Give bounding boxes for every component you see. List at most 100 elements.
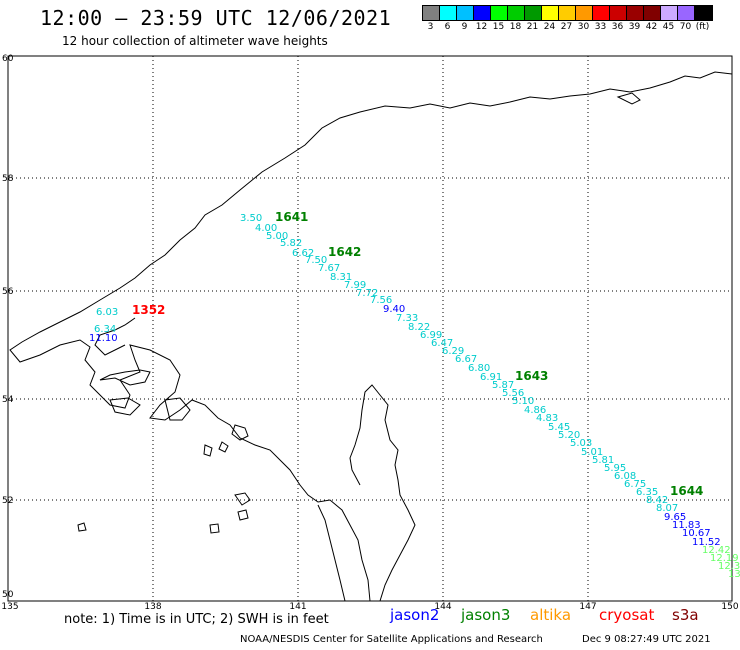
legend-swatch: [559, 6, 576, 20]
swh-value: 8.42: [646, 495, 668, 506]
swh-value: 10.67: [682, 528, 711, 539]
legend-label: 9: [461, 22, 468, 32]
swh-value: 12.42: [702, 545, 731, 556]
swh-value: 5.82: [280, 238, 302, 249]
lon-label: 144: [434, 602, 451, 612]
swh-value: 6.47: [431, 338, 453, 349]
swh-value: 11.52: [692, 537, 721, 548]
pass-label: 1643: [515, 369, 548, 383]
lat-label: 58: [2, 174, 14, 184]
swh-value: 7.72: [356, 288, 378, 299]
swh-value: 7.33: [396, 313, 418, 324]
latitude-labels: 60 58 56 54 52 50: [2, 54, 14, 600]
lat-label: 52: [2, 496, 13, 506]
lat-label: 50: [2, 590, 14, 600]
swh-value: 4.86: [524, 405, 546, 416]
legend-swatch: [508, 6, 525, 20]
legend-label: 15: [492, 22, 505, 32]
legend-label: 27: [560, 22, 573, 32]
lon-label: 141: [289, 602, 306, 612]
legend-label: 39: [628, 22, 641, 32]
swh-value: 6.91: [480, 372, 502, 383]
legend-label: 70: [679, 22, 692, 32]
swh-value: 5.03: [570, 438, 592, 449]
legend-swatch: [610, 6, 627, 20]
swh-value: 5.20: [558, 430, 580, 441]
legend-swatch: [593, 6, 610, 20]
lon-label: 138: [144, 602, 161, 612]
swh-value: 9.40: [383, 304, 405, 315]
legend-swatch: [440, 6, 457, 20]
swh-value: 6.80: [468, 363, 490, 374]
lat-label: 60: [2, 54, 14, 64]
coastline: [9, 71, 733, 602]
chart-title: 12:00 – 23:59 UTC 12/06/2021: [40, 6, 392, 30]
swh-value: 8.22: [408, 322, 430, 333]
mission-jason2: jason2: [390, 606, 440, 624]
swh-value: 5.81: [592, 455, 614, 466]
legend-label: 18: [509, 22, 522, 32]
legend-swatch: [627, 6, 644, 20]
footer-note: note: 1) Time is in UTC; 2) SWH is in fe…: [64, 612, 329, 627]
swh-value: 11.10: [89, 333, 118, 344]
legend-label: 30: [577, 22, 590, 32]
legend-swatch: [423, 6, 440, 20]
lon-label: 147: [579, 602, 596, 612]
legend-label: 33: [594, 22, 607, 32]
legend-swatch: [576, 6, 593, 20]
pass-label: 1352: [132, 303, 165, 317]
swh-value: 9.65: [664, 512, 686, 523]
legend-swatch: [457, 6, 474, 20]
swh-value: 6.62: [292, 248, 314, 259]
swh-value: 11.83: [672, 520, 701, 531]
legend-label: 36: [611, 22, 624, 32]
lon-label: 135: [1, 602, 18, 612]
legend-swatch: [491, 6, 508, 20]
swh-value: 7.50: [305, 255, 327, 266]
swh-value: 4.00: [255, 223, 277, 234]
west-values: 6.03 6.34 11.10: [89, 307, 118, 344]
swh-value: 3.50: [240, 213, 262, 224]
mission-jason3: jason3: [461, 606, 511, 624]
lat-label: 54: [2, 395, 14, 405]
track-values: 3.50 4.00 5.00 5.82 6.62 7.50 7.67 8.31 …: [240, 213, 740, 580]
legend-label: 6: [444, 22, 451, 32]
swh-value: 6.75: [624, 479, 646, 490]
swh-value: 6.29: [442, 346, 464, 357]
longitude-labels: 135 138 141 144 147 150: [1, 602, 738, 612]
legend-label: 24: [543, 22, 556, 32]
lat-label: 56: [2, 287, 14, 297]
swh-value: 7.67: [318, 263, 340, 274]
swh-value: 6.03: [96, 307, 118, 318]
swh-value: 5.56: [502, 388, 524, 399]
pass-label: 1644: [670, 484, 703, 498]
swh-value: 7.99: [344, 280, 366, 291]
swh-value: 13: [728, 569, 740, 580]
generated-timestamp: Dec 9 08:27:49 UTC 2021: [582, 634, 711, 645]
legend-swatch: [661, 6, 678, 20]
swh-value: 5.01: [581, 447, 603, 458]
legend-swatch: [474, 6, 491, 20]
legend-swatch: [678, 6, 695, 20]
swh-value: 4.83: [536, 413, 558, 424]
mission-altika: altika: [530, 606, 572, 624]
swh-value: 6.67: [455, 354, 477, 365]
swh-value: 8.31: [330, 272, 352, 283]
legend-label: 12: [475, 22, 488, 32]
mission-s3a: s3a: [672, 606, 699, 624]
swh-value: 7.56: [370, 295, 392, 306]
legend-label: 21: [526, 22, 539, 32]
pass-labels: 1641 1642 1643 1644 1352: [132, 210, 703, 498]
swh-value: 5.10: [512, 396, 534, 407]
pass-label: 1641: [275, 210, 308, 224]
color-legend: [422, 5, 713, 21]
swh-value: 12.3: [718, 561, 740, 572]
swh-value: 5.00: [266, 231, 288, 242]
legend-label: (ft): [695, 22, 710, 32]
lon-label: 150: [721, 602, 738, 612]
legend-label: 45: [662, 22, 675, 32]
swh-value: 6.35: [636, 487, 658, 498]
legend-swatch: [525, 6, 542, 20]
swh-value: 8.07: [656, 503, 678, 514]
